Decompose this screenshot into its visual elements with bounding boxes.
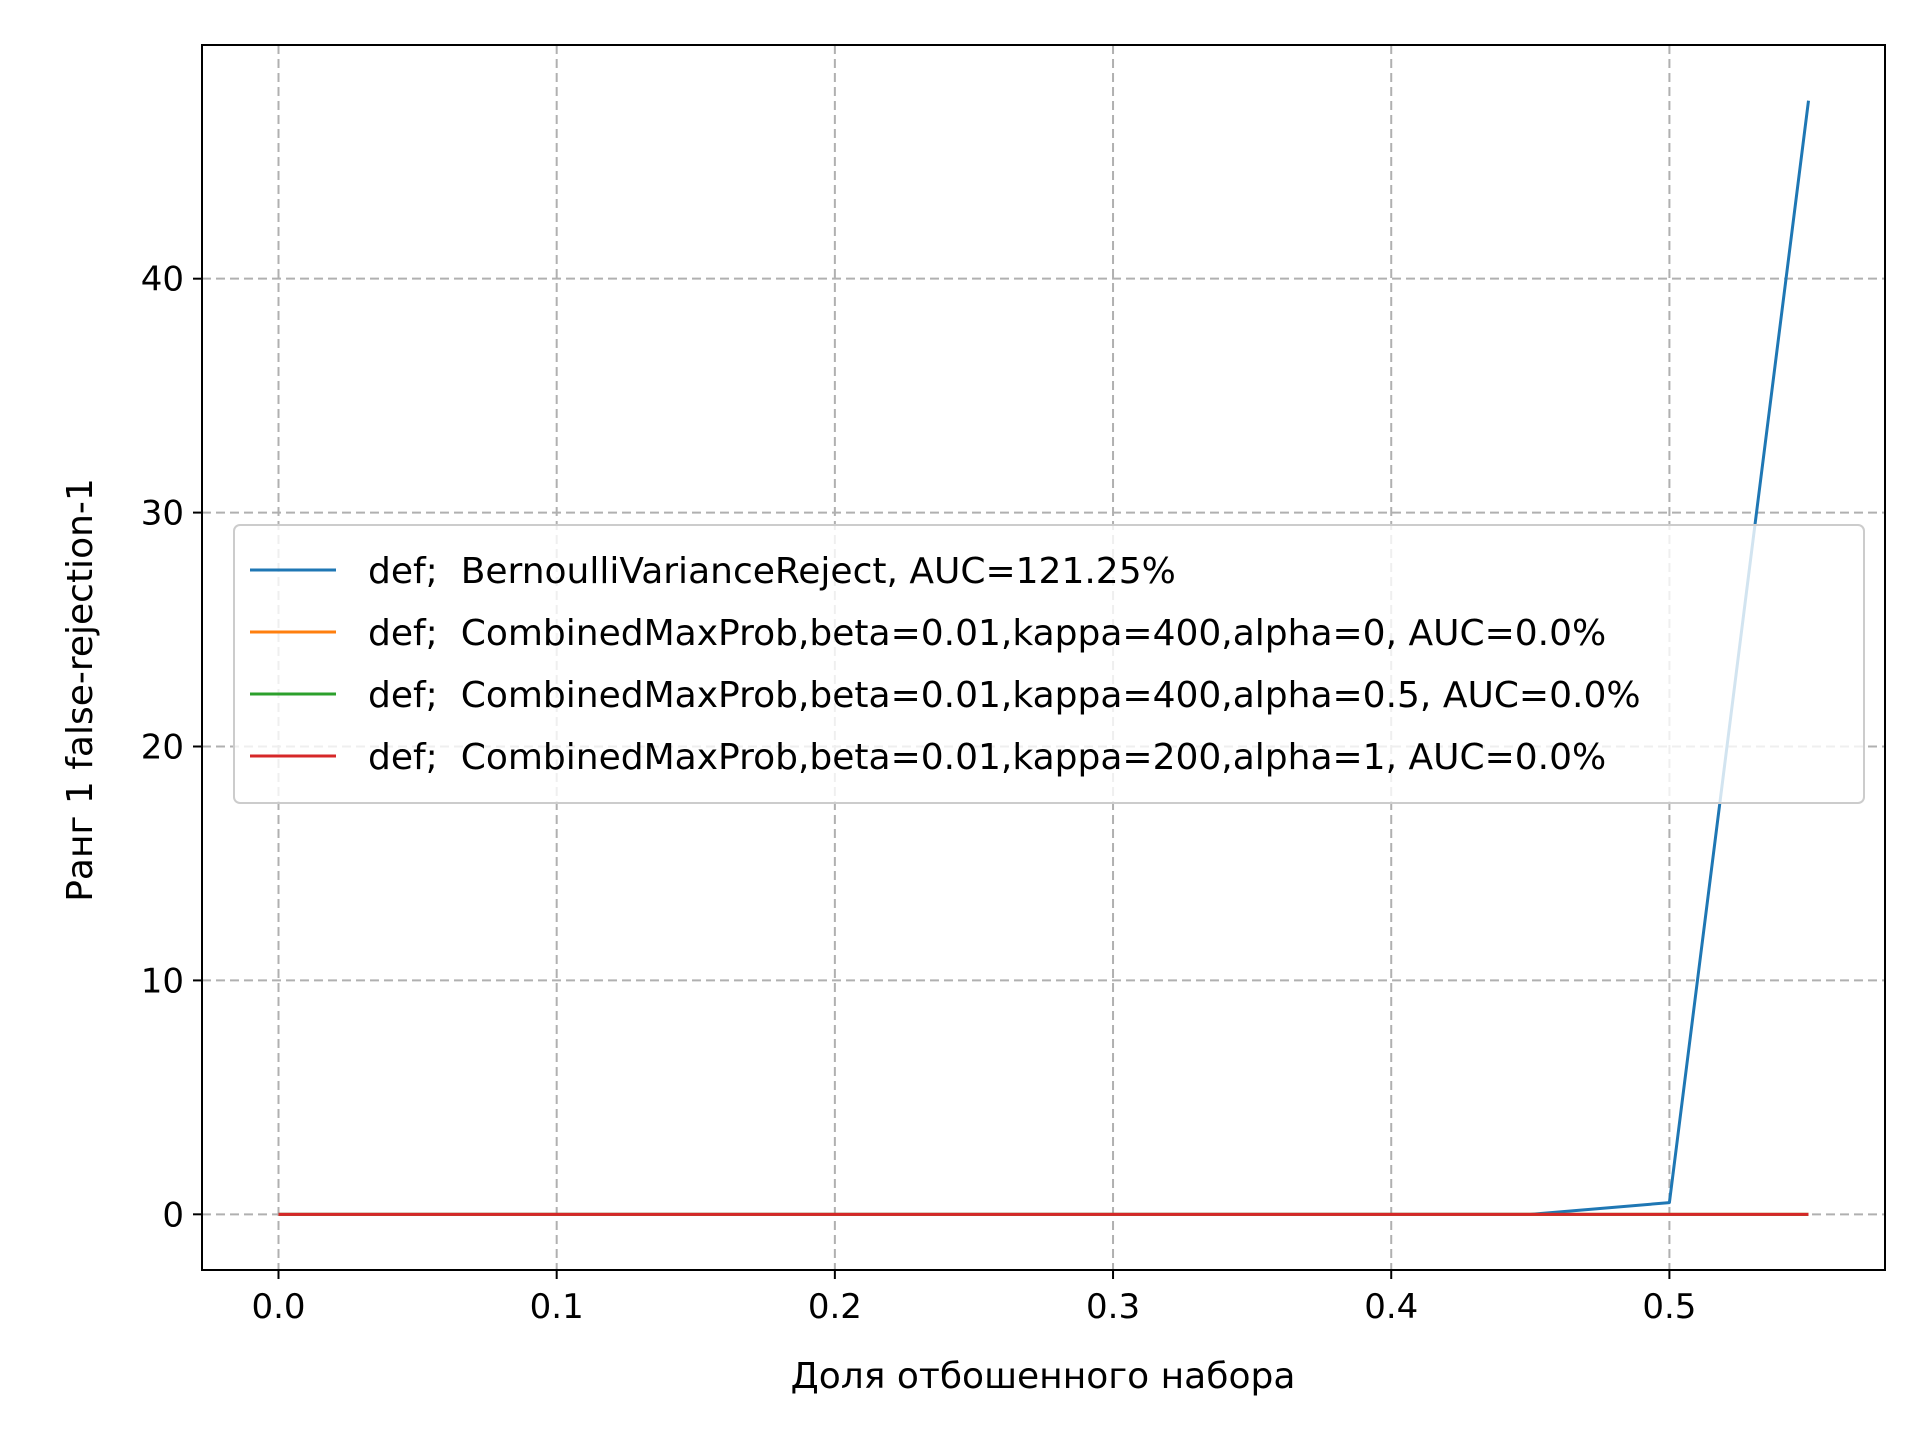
legend: def; BernoulliVarianceReject, AUC=121.25… [233, 524, 1865, 804]
y-axis-label: Ранг 1 false-rejection-1 [60, 478, 101, 902]
y-tick-label: 10 [141, 961, 184, 1001]
x-tick-label: 0.1 [530, 1287, 584, 1327]
y-tick-label: 30 [141, 494, 184, 534]
y-tick-label: 0 [162, 1195, 184, 1235]
plot-frame [201, 44, 1886, 1271]
x-tick-label: 0.5 [1642, 1287, 1696, 1327]
x-tick-label: 0.2 [808, 1287, 862, 1327]
x-tick-label: 0.3 [1086, 1287, 1140, 1327]
y-tick-label: 20 [141, 728, 184, 768]
legend-label-3: def; CombinedMaxProb,beta=0.01,kappa=400… [368, 675, 1641, 716]
y-axis: 0 10 20 30 40 [141, 260, 202, 1235]
legend-label-4: def; CombinedMaxProb,beta=0.01,kappa=200… [368, 737, 1606, 778]
legend-box [233, 524, 1865, 804]
y-tick-label: 40 [141, 260, 184, 300]
x-tick-label: 0.0 [251, 1287, 305, 1327]
x-axis-label: Доля отбошенного набора [791, 1356, 1296, 1397]
x-axis: 0.0 0.1 0.2 0.3 0.4 0.5 [251, 1270, 1696, 1327]
legend-label-1: def; BernoulliVarianceReject, AUC=121.25… [368, 551, 1176, 592]
legend-label-2: def; CombinedMaxProb,beta=0.01,kappa=400… [368, 613, 1606, 654]
x-tick-label: 0.4 [1364, 1287, 1418, 1327]
series-layer [278, 100, 1810, 1216]
